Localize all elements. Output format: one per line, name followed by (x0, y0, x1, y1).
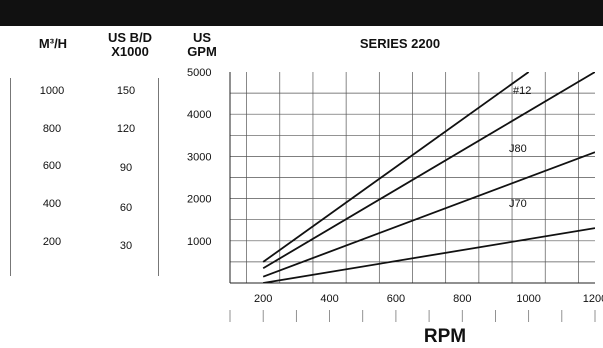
series-label: J70 (509, 198, 527, 210)
series-title: SERIES 2200 (359, 36, 441, 51)
x-tick-label: 200 (254, 293, 272, 305)
x-tick-label: 1000 (516, 293, 540, 305)
m3h-value: 600 (42, 160, 62, 172)
x-tick-label: 600 (387, 293, 405, 305)
usgpm-header-line1: US (192, 30, 212, 45)
usgpm-header: US GPM (180, 31, 224, 59)
usbd-value: 30 (119, 240, 133, 252)
usbd-value: 120 (116, 123, 136, 135)
header-bar (0, 0, 603, 26)
y-tick-label: 2000 (187, 194, 211, 206)
usbd-scale-rule (158, 78, 159, 276)
m3h-value: 800 (42, 123, 62, 135)
y-tick-label: 4000 (187, 109, 211, 121)
m3h-scale-rule (10, 78, 11, 276)
x-tick-label: 400 (320, 293, 338, 305)
m3h-value: 1000 (39, 85, 65, 97)
x-tick-label: 800 (453, 293, 471, 305)
series-line (262, 151, 595, 278)
usbd-header: US B/D X1000 (100, 31, 160, 59)
series-line (262, 72, 595, 270)
series-label: #12 (513, 85, 531, 97)
usgpm-header-line2: GPM (187, 44, 217, 59)
x-axis-label: RPM (423, 326, 467, 347)
usbd-header-line1: US B/D (107, 30, 153, 45)
series-line (263, 227, 595, 283)
usbd-value: 60 (119, 202, 133, 214)
m3h-value: 200 (42, 236, 62, 248)
usbd-value: 150 (116, 85, 136, 97)
usbd-value: 90 (119, 162, 133, 174)
m3h-value: 400 (42, 198, 62, 210)
y-tick-label: 1000 (187, 236, 211, 248)
x-tick-label: 1200 (583, 293, 603, 305)
series-line (262, 72, 530, 263)
usbd-header-line2: X1000 (111, 44, 149, 59)
series-label: J80 (509, 143, 527, 155)
m3h-header: M³/H (38, 36, 68, 51)
y-tick-label: 5000 (187, 67, 211, 79)
y-tick-label: 3000 (187, 151, 211, 163)
